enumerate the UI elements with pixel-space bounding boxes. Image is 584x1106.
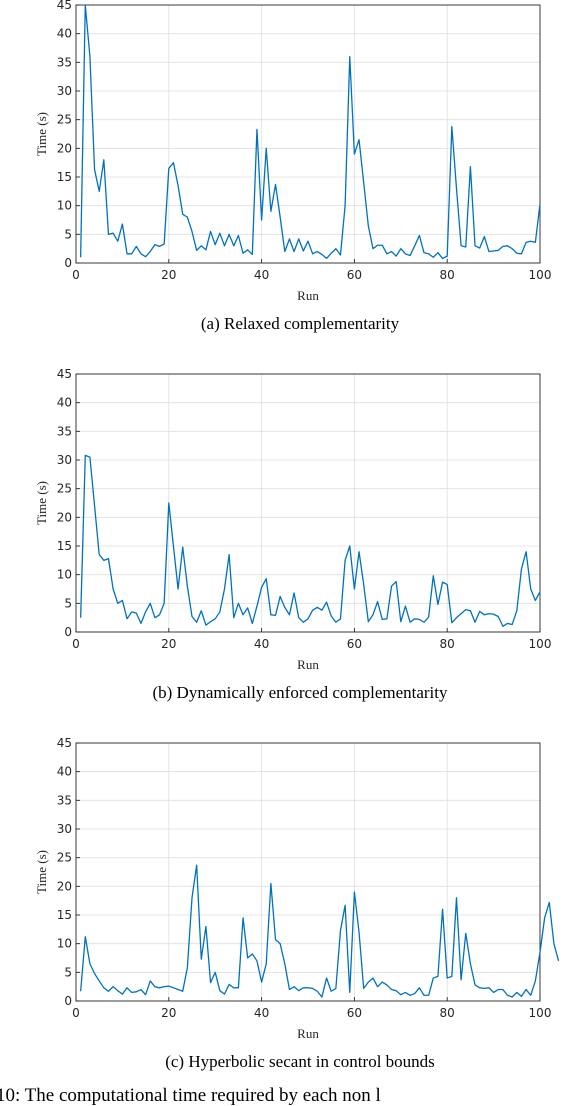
x-tick-label: 100 xyxy=(529,637,552,651)
y-tick-label: 30 xyxy=(57,822,72,836)
series-line xyxy=(79,454,541,627)
y-tick-label: 20 xyxy=(57,879,72,893)
y-tick-label: 45 xyxy=(57,367,72,381)
x-tick-label: 20 xyxy=(161,637,176,651)
x-tick-label: 0 xyxy=(72,637,80,651)
y-tick-label: 15 xyxy=(57,908,72,922)
y-tick-labels: 0 5 10 15 20 25 30 35 40 45 xyxy=(57,736,72,1008)
x-axis-label: Run xyxy=(297,657,319,672)
y-tick-label: 35 xyxy=(57,793,72,807)
x-tick-label: 60 xyxy=(347,1006,362,1020)
x-tick-label: 0 xyxy=(72,1006,80,1020)
series-polyline xyxy=(79,4,541,260)
y-tick-label: 10 xyxy=(57,199,72,213)
y-tick-label: 20 xyxy=(57,510,72,524)
x-tick-labels: 0 20 40 60 80 100 xyxy=(72,268,551,282)
x-axis-label: Run xyxy=(297,288,319,303)
series-polyline xyxy=(79,454,541,627)
y-tick-label: 0 xyxy=(64,256,72,270)
y-tick-label: 45 xyxy=(57,736,72,750)
y-tick-labels: 0 5 10 15 20 25 30 35 40 45 xyxy=(57,367,72,639)
y-axis-label: Time (s) xyxy=(34,112,49,156)
plot-frame xyxy=(75,742,541,1002)
y-tick-label: 0 xyxy=(64,625,72,639)
x-tick-label: 20 xyxy=(161,1006,176,1020)
plot-frame xyxy=(75,373,541,633)
y-tick-label: 40 xyxy=(57,765,72,779)
subplot-c: 0 20 40 60 80 100 0 5 10 15 20 25 30 35 40 45 Run Time… xyxy=(34,736,560,1071)
figure-caption: 10: The computational time required by e… xyxy=(0,1085,381,1106)
y-tick-label: 20 xyxy=(57,141,72,155)
y-tick-label: 35 xyxy=(57,55,72,69)
subplot-caption: (c) Hyperbolic secant in control bounds xyxy=(165,1052,435,1071)
axes-box xyxy=(75,742,541,1002)
x-tick-label: 40 xyxy=(254,637,269,651)
x-tick-label: 20 xyxy=(161,268,176,282)
subplot-caption: (a) Relaxed complementarity xyxy=(201,314,400,333)
y-tick-label: 5 xyxy=(64,227,72,241)
y-tick-label: 15 xyxy=(57,539,72,553)
x-tick-labels: 0 20 40 60 80 100 xyxy=(72,1006,551,1020)
x-tick-label: 60 xyxy=(347,637,362,651)
x-tick-label: 100 xyxy=(529,268,552,282)
y-tick-label: 10 xyxy=(57,568,72,582)
x-tick-label: 80 xyxy=(440,1006,455,1020)
y-tick-label: 45 xyxy=(57,0,72,12)
grid-lines xyxy=(75,373,541,633)
y-tick-labels: 0 5 10 15 20 25 30 35 40 45 xyxy=(57,0,72,270)
y-tick-label: 30 xyxy=(57,84,72,98)
x-tick-labels: 0 20 40 60 80 100 xyxy=(72,637,551,651)
plot-frame xyxy=(75,4,541,264)
series-polyline xyxy=(79,864,560,998)
grid-lines xyxy=(75,4,541,264)
y-tick-label: 30 xyxy=(57,453,72,467)
y-tick-label: 40 xyxy=(57,396,72,410)
y-axis-label: Time (s) xyxy=(34,481,49,525)
series-line xyxy=(79,4,541,260)
axes-box xyxy=(75,4,541,264)
y-tick-label: 40 xyxy=(57,27,72,41)
y-tick-label: 5 xyxy=(64,965,72,979)
x-tick-label: 80 xyxy=(440,268,455,282)
subplot-caption: (b) Dynamically enforced complementarity xyxy=(152,683,448,702)
y-tick-label: 0 xyxy=(64,994,72,1008)
y-tick-label: 25 xyxy=(57,482,72,496)
y-axis-label: Time (s) xyxy=(34,850,49,894)
x-tick-label: 80 xyxy=(440,637,455,651)
subplot-b: 0 20 40 60 80 100 0 5 10 15 20 25 30 35 40 45 Run Time… xyxy=(34,367,551,702)
subplot-a: 0 20 40 60 80 100 0 5 10 15 20 25 30 35 40 45 Run Time… xyxy=(34,0,551,333)
y-tick-label: 25 xyxy=(57,851,72,865)
series-line xyxy=(79,864,560,998)
y-tick-label: 25 xyxy=(57,113,72,127)
y-tick-label: 35 xyxy=(57,424,72,438)
y-tick-label: 15 xyxy=(57,170,72,184)
x-tick-label: 100 xyxy=(529,1006,552,1020)
y-tick-label: 5 xyxy=(64,596,72,610)
x-axis-label: Run xyxy=(297,1026,319,1041)
x-tick-label: 40 xyxy=(254,268,269,282)
x-tick-label: 60 xyxy=(347,268,362,282)
x-tick-label: 40 xyxy=(254,1006,269,1020)
axes-box xyxy=(75,373,541,633)
y-tick-label: 10 xyxy=(57,937,72,951)
x-tick-label: 0 xyxy=(72,268,80,282)
